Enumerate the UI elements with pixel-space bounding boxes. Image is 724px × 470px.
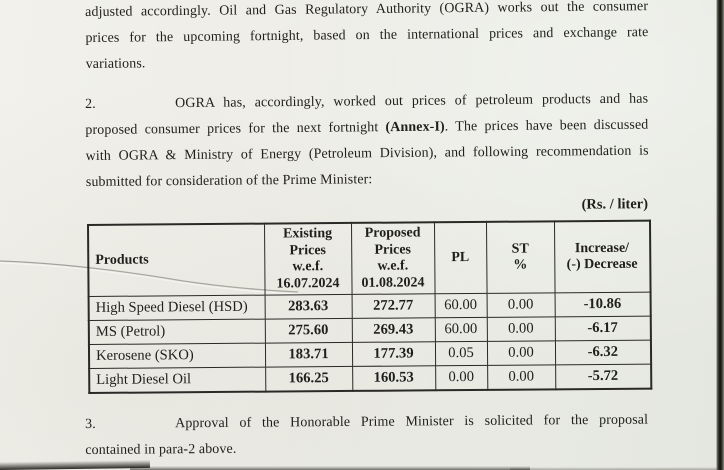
cell-proposed-price: 272.77 [351,293,435,319]
cell-pl: 60.00 [434,293,487,318]
scan-shadow-right-edge [716,0,724,470]
cell-product: High Speed Diesel (HSD) [88,295,265,321]
cell-increase: -6.32 [554,340,652,365]
paragraph-3-number: 3. [85,416,96,432]
paragraph-3-line1-text: Approval of the Honorable Prime Minister… [175,412,649,432]
cell-proposed-price: 160.53 [352,365,436,391]
cell-proposed-price: 177.39 [351,341,436,367]
scan-shadow-bottom-right [510,467,718,470]
header-proposed-prices: Proposed Prices w.e.f. 01.08.2024 [350,222,435,295]
cell-pl: 0.00 [435,365,488,391]
paragraph-intro: adjusted accordingly. Oil and Gas Regula… [85,0,649,78]
paragraph-2-line3: with OGRA & Ministry of Energy (Petroleu… [85,143,649,164]
header-st-percent: ST % [485,221,555,294]
cell-existing-price: 283.63 [264,294,352,320]
paragraph-2-line2-post: . The prices have been discussed [444,117,649,135]
scan-shadow-bottom-left [0,459,150,470]
header-products: Products [88,223,265,297]
cell-product: MS (Petrol) [88,319,265,345]
cell-pl: 0.05 [434,341,488,366]
paragraph-3-line2: contained in para-2 above. [85,441,237,458]
paragraph-2: 2. OGRA has, accordingly, worked out pri… [85,87,649,196]
paragraph-2-line2-pre: proposed consumer prices for the next fo… [85,120,386,138]
table-row: Light Diesel Oil 166.25 160.53 0.00 0.00… [89,364,652,393]
cell-st: 0.00 [486,316,555,342]
paragraph-3: 3. Approval of the Honorable Prime Minis… [85,408,648,464]
cell-st: 0.00 [486,340,556,366]
header-pl: PL [433,221,487,294]
cell-proposed-price: 269.43 [351,317,435,343]
cell-existing-price: 183.71 [264,342,353,368]
cell-existing-price: 275.60 [264,318,352,344]
cell-product: Kerosene (SKO) [88,343,266,369]
header-increase-decrease: Increase/ (-) Decrease [553,220,651,293]
header-existing-prices: Existing Prices w.e.f. 16.07.2024 [264,222,352,296]
cell-st: 0.00 [486,292,555,318]
cell-increase: -10.86 [554,292,651,317]
cell-increase: -6.17 [554,316,651,341]
cell-st: 0.00 [487,364,556,390]
cell-product: Light Diesel Oil [89,367,266,393]
petroleum-price-table: Products Existing Prices w.e.f. 16.07.20… [87,219,653,394]
annex-reference: (Annex-I) [385,119,445,136]
cell-pl: 60.00 [434,317,487,342]
cell-increase: -5.72 [555,364,652,390]
scan-shadow-bottom-middle [130,466,530,470]
cell-existing-price: 166.25 [265,366,353,392]
paragraph-2-number: 2. [85,96,96,112]
table-header-row: Products Existing Prices w.e.f. 16.07.20… [88,220,651,297]
table-unit-label: (Rs. / liter) [581,196,649,213]
paragraph-3-line1: 3. Approval of the Honorable Prime Minis… [85,408,648,438]
